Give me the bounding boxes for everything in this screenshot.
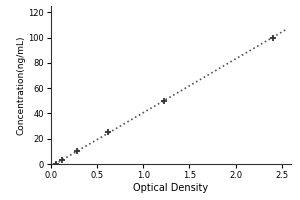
X-axis label: Optical Density: Optical Density: [134, 183, 208, 193]
Y-axis label: Concentration(ng/mL): Concentration(ng/mL): [16, 35, 26, 135]
